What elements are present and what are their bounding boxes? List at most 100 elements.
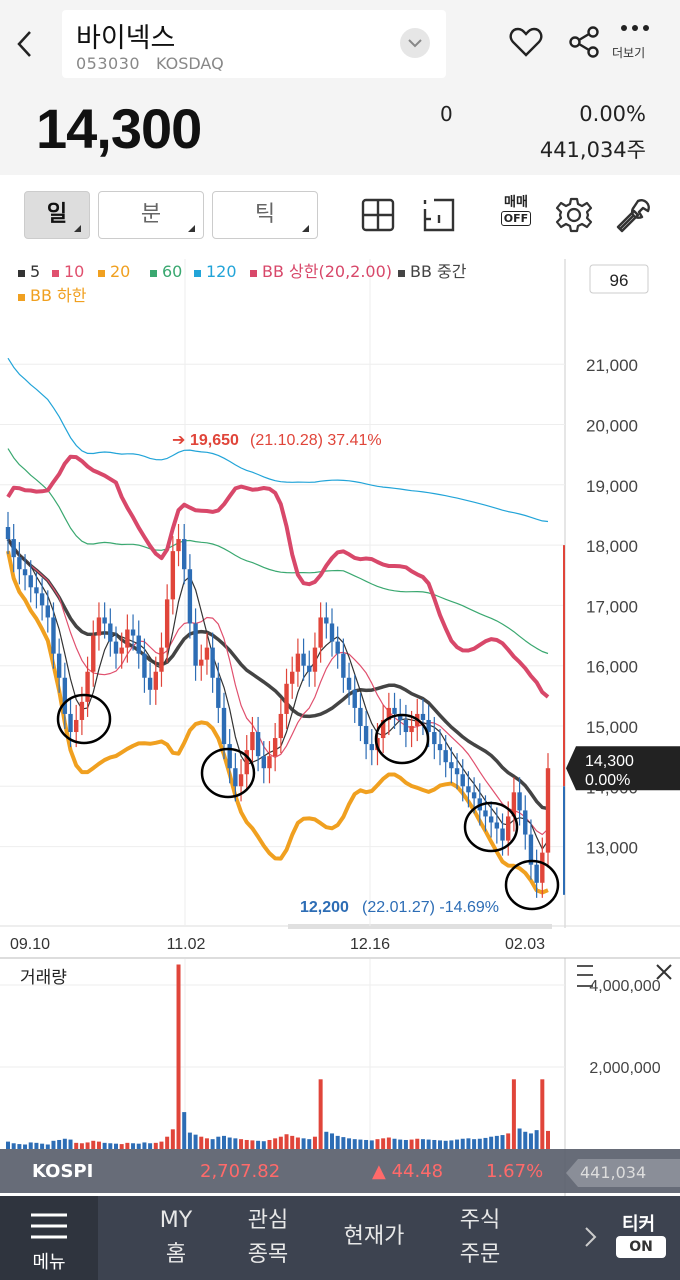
volume-bar	[511, 1079, 516, 1149]
candle-body	[409, 726, 414, 733]
gear-icon[interactable]	[554, 195, 594, 235]
ticker-toggle[interactable]: ON	[616, 1236, 666, 1258]
volume-bar	[131, 1143, 136, 1149]
menu-button[interactable]: 메뉴	[0, 1196, 98, 1280]
candle-body	[471, 792, 477, 799]
candle-body	[426, 719, 431, 733]
more-label[interactable]: 더보기	[612, 46, 646, 60]
legend-swatch	[18, 270, 25, 277]
volume-bar	[34, 1142, 39, 1149]
y-tick-label: 19,000	[586, 477, 638, 496]
candle-body	[301, 653, 306, 666]
volume-bar	[466, 1138, 471, 1149]
volume-bar	[136, 1143, 141, 1149]
volume-bar	[443, 1140, 448, 1149]
candle-body	[176, 539, 181, 552]
candle-body	[233, 768, 238, 787]
dropdown-corner-icon	[302, 225, 309, 232]
candle-body	[307, 665, 312, 672]
highlight-circle	[504, 859, 560, 911]
stock-selector[interactable]: 바이넥스 053030 KOSDAQ	[62, 10, 446, 78]
volume-bar	[381, 1138, 386, 1149]
candle-body	[272, 738, 278, 757]
candle-body	[28, 575, 33, 588]
trade-volume: 441,034주	[539, 138, 646, 162]
menu-label: 메뉴	[32, 1252, 66, 1273]
volume-bar	[307, 1139, 312, 1149]
back-icon[interactable]	[10, 24, 42, 64]
legend-swatch	[250, 270, 257, 277]
volume-bar	[40, 1143, 45, 1149]
low-annotation-detail: (22.01.27) -14.69%	[362, 899, 499, 916]
volume-bar	[85, 1142, 90, 1149]
bb-lower-line	[6, 550, 549, 895]
nav-stock-order[interactable]: 주식 주문	[448, 1204, 512, 1272]
candle-body	[295, 653, 301, 672]
stock-header: 바이넥스 053030 KOSDAQ 더보기 14,300 0 0.00% 44…	[0, 0, 680, 175]
candle-body	[34, 587, 39, 594]
nav-stock-order-line2: 주문	[459, 1242, 501, 1267]
candle-body	[494, 822, 500, 829]
period-day-button[interactable]: 일	[24, 191, 90, 239]
chevron-right-icon[interactable]	[576, 1222, 606, 1252]
volume-bar	[278, 1136, 283, 1149]
volume-bar	[386, 1137, 391, 1149]
candle-body	[91, 635, 96, 672]
volume-bar	[432, 1139, 437, 1149]
candle-body	[358, 707, 363, 726]
highlight-circle	[56, 693, 112, 745]
candle-body	[193, 623, 198, 666]
period-tick-button[interactable]: 틱	[212, 191, 318, 239]
candle-body	[267, 756, 272, 769]
volume-bar	[11, 1143, 16, 1149]
legend-swatch	[194, 270, 201, 277]
candle-body	[449, 762, 454, 769]
x-tick-label: 12.16	[350, 936, 390, 953]
chart-area[interactable]: 5 10 20 60 120 BB 상한(20,2.00) BB 중간 BB 하한 21,00…	[0, 259, 680, 1199]
period-minute-button[interactable]: 분	[98, 191, 204, 239]
kospi-name: KOSPI	[32, 1161, 94, 1182]
volume-bar	[23, 1144, 28, 1149]
volume-bar	[165, 1136, 170, 1149]
volume-bar	[295, 1137, 300, 1149]
candle-body	[403, 719, 409, 733]
candle-body	[79, 701, 85, 720]
y-tick-label: 13,000	[586, 839, 638, 858]
volume-bar	[517, 1128, 522, 1149]
visible-count: 96	[610, 271, 629, 290]
wrench-icon[interactable]	[614, 195, 654, 235]
more-icon[interactable]	[618, 18, 654, 38]
candle-body	[398, 713, 403, 720]
candle-body	[39, 593, 45, 606]
chevron-down-icon[interactable]	[400, 28, 430, 58]
nav-watchlist[interactable]: 관심 종목	[236, 1204, 300, 1272]
kospi-ticker[interactable]: KOSPI 2,707.82 ▲ 44.48 1.67% 441,034	[0, 1149, 680, 1193]
share-icon[interactable]	[564, 22, 604, 62]
hamburger-icon	[31, 1213, 67, 1239]
y-tick-label: 15,000	[586, 718, 638, 737]
volume-bar	[455, 1139, 460, 1149]
volume-bar	[239, 1139, 244, 1149]
split-view-icon[interactable]	[418, 195, 458, 235]
grid-layout-icon[interactable]	[358, 195, 398, 235]
nav-my-home[interactable]: MY 홈	[146, 1204, 206, 1272]
candle-body	[113, 641, 119, 654]
nav-current-price[interactable]: 현재가	[332, 1220, 416, 1254]
volume-bar	[534, 1130, 539, 1149]
candle-body	[352, 689, 357, 708]
candle-body	[56, 653, 62, 678]
price-change: 0	[440, 102, 453, 126]
price-chart[interactable]: 5 10 20 60 120 BB 상한(20,2.00) BB 중간 BB 하한 21,00…	[0, 259, 680, 1199]
current-price-tag	[566, 746, 680, 791]
volume-bar	[119, 1144, 124, 1149]
heart-icon[interactable]	[506, 22, 546, 62]
volume-bar	[233, 1138, 238, 1149]
legend-label: BB 하한	[30, 286, 87, 305]
y-tick-label: 17,000	[586, 597, 638, 616]
trade-toggle[interactable]: 매매 OFF	[497, 195, 535, 227]
nav-watchlist-line2: 종목	[247, 1242, 289, 1267]
y-tick-label: 16,000	[586, 658, 638, 677]
y-tick-label: 20,000	[586, 417, 638, 436]
y-tick-label: 18,000	[586, 537, 638, 556]
volume-value-tag: 441,034	[566, 1159, 680, 1187]
